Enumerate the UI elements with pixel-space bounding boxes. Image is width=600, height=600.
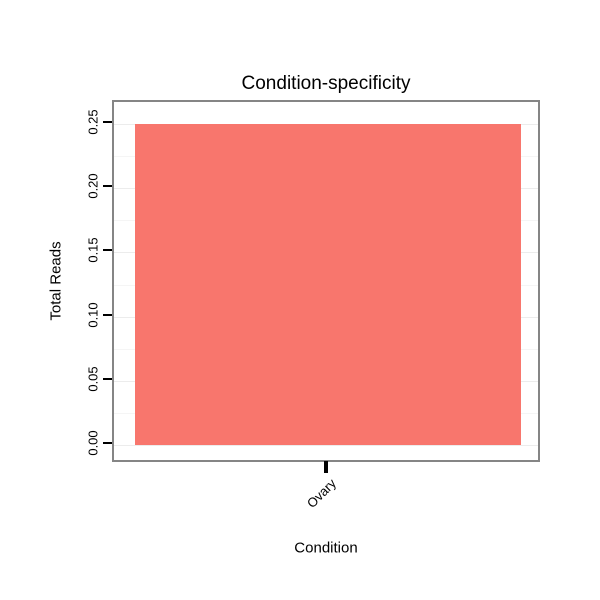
y-tick-label-text: 0.10 xyxy=(85,301,101,328)
y-tick-mark xyxy=(103,313,112,316)
major-gridline xyxy=(114,445,538,446)
y-tick-mark xyxy=(103,249,112,252)
x-tick-mark xyxy=(324,461,328,473)
chart-title: Condition-specificity xyxy=(241,73,411,94)
plot-panel xyxy=(112,100,540,462)
y-tick-mark xyxy=(103,442,112,444)
y-tick-label-text: 0.20 xyxy=(85,173,101,199)
y-tick-label-text: 0.00 xyxy=(85,430,101,456)
y-tick-mark xyxy=(103,185,112,188)
x-axis-title: Condition xyxy=(294,539,358,557)
bars-layer xyxy=(114,102,538,460)
y-tick-label-text: 0.15 xyxy=(85,237,101,264)
y-axis-title-text: Total Reads xyxy=(47,241,65,321)
y-tick-mark xyxy=(103,377,112,380)
y-tick-label-text: 0.05 xyxy=(85,366,101,392)
x-category-label-text: Ovary xyxy=(304,475,340,511)
bar-ovary xyxy=(135,124,521,445)
y-tick-label-text: 0.25 xyxy=(85,109,101,135)
y-tick-mark xyxy=(103,121,112,123)
